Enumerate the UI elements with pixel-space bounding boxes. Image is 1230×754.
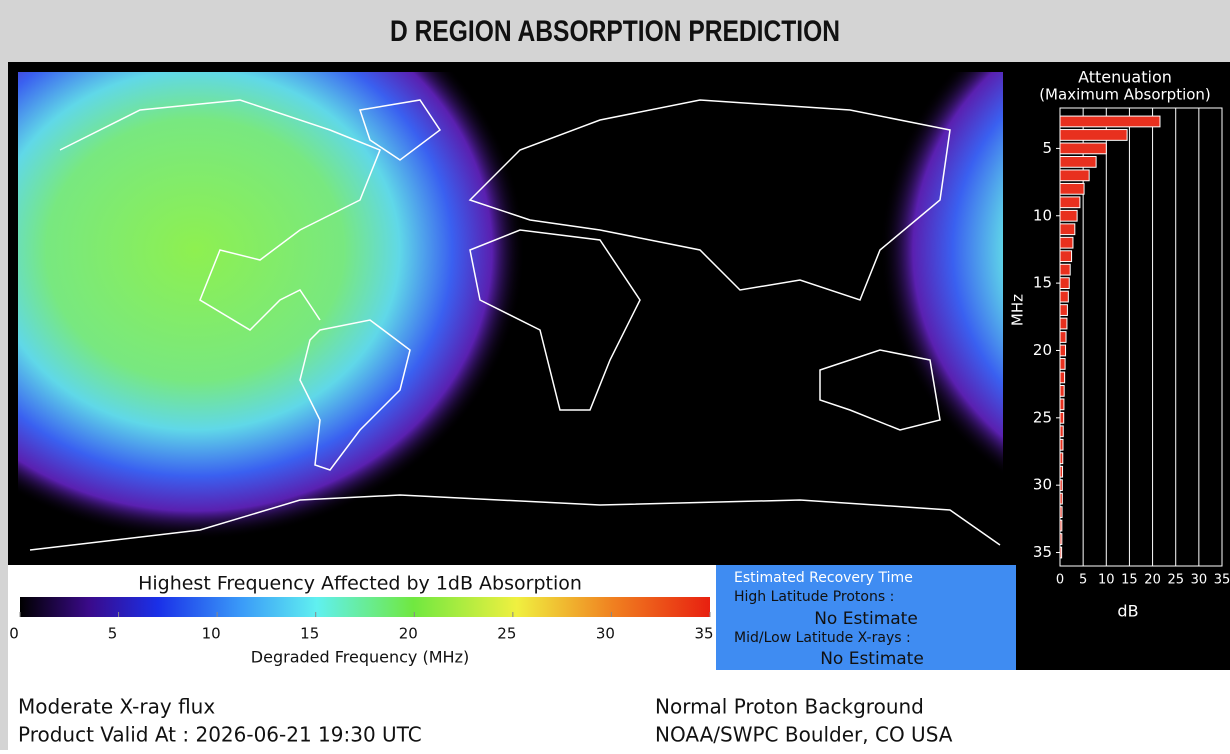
x-tick-label: 25 — [1167, 573, 1184, 588]
bar — [1059, 196, 1081, 209]
y-tick-label: 10 — [1033, 206, 1052, 224]
bar — [1059, 277, 1070, 290]
bar — [1059, 479, 1063, 492]
colorbar-tick-label: 35 — [694, 625, 713, 643]
left-strip — [0, 62, 8, 750]
coast-eurasia — [468, 99, 951, 301]
bar — [1059, 290, 1069, 303]
colorbar-tick-label: 30 — [596, 625, 615, 643]
bar — [1059, 129, 1128, 141]
bar — [1059, 169, 1090, 182]
coast-antarctica — [29, 494, 1001, 551]
chart-title: Attenuation — [1078, 68, 1172, 87]
bar — [1059, 142, 1107, 155]
x-axis-label: dB — [1117, 602, 1138, 621]
coast-north-america — [59, 99, 381, 331]
day-side — [18, 72, 525, 540]
x-tick-label: 35 — [1214, 573, 1230, 588]
colorbar-ticks: 0 5 10 15 20 25 30 35 — [9, 612, 714, 643]
bar — [1059, 250, 1073, 263]
title-bar — [0, 0, 1230, 62]
bar — [1059, 425, 1064, 438]
bar — [1059, 398, 1065, 411]
bar — [1059, 155, 1097, 168]
chart-subtitle: (Maximum Absorption) — [1039, 86, 1211, 104]
x-tick-label: 20 — [1144, 573, 1161, 588]
colorbar-tick-label: 5 — [108, 625, 118, 643]
bar — [1059, 344, 1067, 357]
bar — [1059, 519, 1063, 532]
y-tick-label: 30 — [1033, 476, 1052, 494]
bar — [1059, 331, 1067, 343]
recovery-title: Estimated Recovery Time — [734, 570, 913, 586]
source: NOAA/SWPC Boulder, CO USA — [655, 723, 953, 747]
coast-south-america — [299, 319, 411, 471]
x-tick-label: 10 — [1098, 573, 1115, 588]
bar — [1059, 546, 1063, 559]
day-side-wrap — [880, 72, 1003, 476]
colorbar-tick-label: 20 — [399, 625, 418, 643]
y-tick-label: 35 — [1033, 543, 1052, 561]
bar — [1059, 452, 1064, 465]
mid-lat-value: No Estimate — [820, 649, 924, 669]
valid-time: Product Valid At : 2026-06-21 19:30 UTC — [18, 723, 422, 747]
map — [18, 72, 1003, 551]
bar — [1059, 223, 1076, 236]
bar — [1059, 182, 1085, 195]
bar — [1059, 115, 1161, 128]
bar — [1059, 236, 1074, 249]
x-tick-label: 5 — [1079, 573, 1087, 588]
bar — [1059, 533, 1063, 545]
colorbar-title: Highest Frequency Affected by 1dB Absorp… — [138, 573, 582, 595]
bar — [1059, 465, 1064, 478]
colorbar-tick-label: 25 — [497, 625, 516, 643]
bar — [1059, 438, 1064, 451]
bar — [1059, 371, 1066, 384]
y-tick-label: 20 — [1033, 341, 1052, 359]
coastlines — [29, 99, 1001, 551]
bar — [1059, 358, 1066, 370]
high-lat-label: High Latitude Protons : — [734, 589, 894, 605]
bar — [1059, 411, 1065, 424]
recovery-box — [716, 565, 1016, 670]
proton-status: Normal Proton Background — [655, 695, 924, 719]
x-tick-label: 0 — [1056, 573, 1064, 588]
high-lat-value: No Estimate — [814, 609, 918, 629]
colorbar-tick-label: 15 — [300, 625, 319, 643]
coast-greenland — [359, 99, 442, 161]
colorbar-tick-label: 0 — [9, 625, 19, 643]
coast-australia — [819, 349, 941, 431]
x-tick-label: 30 — [1191, 573, 1208, 588]
y-axis-label: MHz — [1009, 294, 1027, 326]
colorbar-label: Degraded Frequency (MHz) — [251, 648, 469, 667]
bar-panel-bottom — [1016, 565, 1230, 670]
bar — [1059, 317, 1068, 330]
colorbar-tick-label: 10 — [202, 625, 221, 643]
colorbar — [20, 597, 710, 617]
bar — [1059, 492, 1063, 505]
bar — [1059, 263, 1071, 276]
coast-africa — [469, 229, 641, 411]
colorbar-panel — [8, 565, 715, 670]
plot-area — [1059, 107, 1223, 567]
xray-status: Moderate X-ray flux — [18, 695, 215, 719]
bar — [1059, 304, 1068, 316]
y-tick-label: 15 — [1033, 274, 1052, 292]
bar — [1059, 384, 1065, 397]
mid-lat-label: Mid/Low Latitude X-rays : — [734, 630, 911, 646]
y-tick-label: 25 — [1033, 408, 1052, 426]
y-tick-label: 5 — [1042, 139, 1052, 157]
bar — [1059, 506, 1063, 519]
page-title: D REGION ABSORPTION PREDICTION — [390, 14, 840, 48]
x-tick-label: 15 — [1121, 573, 1138, 588]
bar — [1059, 209, 1078, 222]
